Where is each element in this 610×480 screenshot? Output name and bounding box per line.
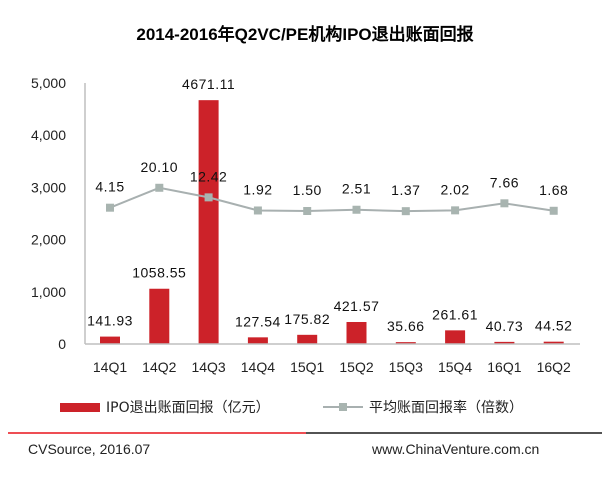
line-label-14Q3: 12.42 [190, 168, 228, 184]
bar-label-14Q1: 141.93 [87, 313, 133, 329]
line-marker-16Q2 [549, 206, 558, 215]
x-axis-ticks: 14Q1 14Q2 14Q3 14Q4 15Q1 15Q2 15Q3 15Q4 16Q1 16Q2 [93, 359, 571, 375]
legend-bar-swatch [60, 402, 100, 412]
legend-item-line: 平均账面回报率（倍数） [323, 397, 523, 417]
line-marker-14Q4 [253, 206, 262, 215]
x-tick-label: 14Q1 [93, 359, 127, 375]
bar-label-15Q1: 175.82 [284, 311, 330, 327]
y-tick-label: 1,000 [31, 284, 66, 300]
bar-series [100, 100, 564, 344]
y-tick-label: 3,000 [31, 179, 66, 195]
x-tick-label: 15Q2 [339, 359, 373, 375]
line-label-14Q4: 1.92 [243, 181, 272, 197]
y-tick-label: 2,000 [31, 232, 66, 248]
bar-label-16Q2: 44.52 [535, 318, 573, 334]
bar-14Q2 [149, 288, 170, 344]
y-axis-ticks: 0 1,000 2,000 3,000 4,000 5,000 [31, 75, 66, 352]
line-series [106, 183, 558, 216]
bar-16Q2 [543, 341, 564, 344]
x-tick-label: 16Q1 [487, 359, 521, 375]
line-marker-14Q2 [155, 183, 164, 192]
footer-website[interactable]: www.ChinaVenture.com.cn [372, 441, 540, 457]
line-marker-14Q3 [204, 193, 213, 202]
line-label-14Q2: 20.10 [141, 159, 179, 175]
line-marker-15Q1 [303, 207, 312, 216]
bar-14Q4 [247, 337, 268, 344]
x-tick-label: 14Q3 [191, 359, 225, 375]
y-tick-label: 0 [58, 336, 66, 352]
bar-15Q3 [395, 342, 416, 344]
line-label-16Q2: 1.68 [539, 182, 568, 198]
y-tick-label: 5,000 [31, 75, 66, 91]
line-label-15Q3: 1.37 [391, 182, 420, 198]
line-label-16Q1: 7.66 [490, 174, 519, 190]
line-label-15Q4: 2.02 [440, 181, 469, 197]
x-tick-label: 15Q1 [290, 359, 324, 375]
line-marker-16Q1 [500, 199, 509, 208]
line-marker-15Q4 [451, 206, 460, 215]
legend-line-label: 平均账面回报率（倍数） [369, 400, 523, 416]
bar-16Q1 [494, 341, 515, 344]
x-tick-label: 14Q2 [142, 359, 176, 375]
x-tick-label: 15Q3 [389, 359, 423, 375]
line-marker-15Q3 [401, 207, 410, 216]
bar-label-14Q3: 4671.11 [182, 76, 235, 92]
bar-label-16Q1: 40.73 [486, 318, 524, 334]
x-tick-label: 14Q4 [241, 359, 275, 375]
bar-15Q2 [346, 321, 367, 344]
line-marker-15Q2 [352, 205, 361, 214]
bar-label-14Q2: 1058.55 [132, 265, 186, 281]
line-label-15Q2: 2.51 [342, 181, 371, 197]
chart-title: 2014-2016年Q2VC/PE机构IPO退出账面回报 [136, 25, 474, 44]
y-tick-label: 4,000 [31, 127, 66, 143]
line-path [109, 186, 554, 213]
bar-14Q1 [100, 336, 120, 344]
x-tick-label: 15Q4 [438, 359, 472, 375]
line-label-14Q1: 4.15 [95, 179, 124, 195]
legend-item-bar: IPO退出账面回报（亿元） [60, 397, 270, 417]
bar-label-15Q2: 421.57 [334, 298, 380, 314]
bar-15Q1 [297, 334, 318, 344]
bar-14Q3 [198, 100, 219, 344]
legend-line-swatch [323, 403, 363, 411]
bar-15Q4 [445, 330, 466, 344]
footer-source: CVSource, 2016.07 [28, 441, 151, 457]
line-label-15Q1: 1.50 [293, 182, 322, 198]
bar-label-15Q4: 261.61 [432, 306, 478, 322]
x-tick-label: 16Q2 [537, 359, 571, 375]
legend-bar-label: IPO退出账面回报（亿元） [106, 400, 270, 416]
bar-label-14Q4: 127.54 [235, 313, 281, 329]
line-marker-14Q1 [106, 203, 114, 212]
bar-label-15Q3: 35.66 [387, 318, 425, 334]
